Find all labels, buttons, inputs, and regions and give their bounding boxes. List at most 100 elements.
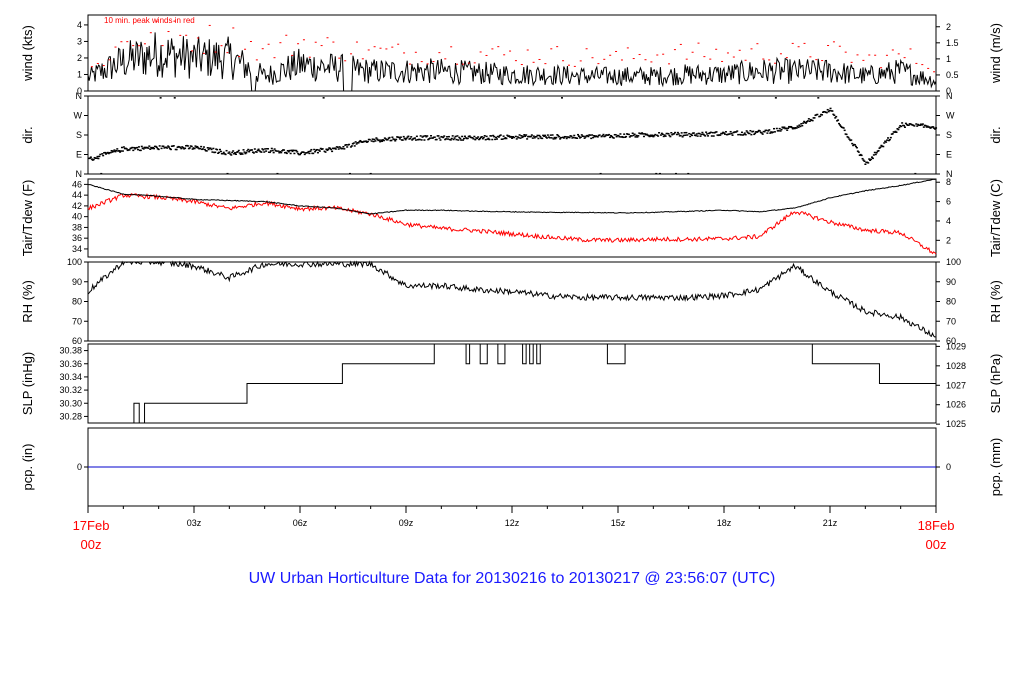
time-tick-label: 18z bbox=[717, 518, 732, 528]
dir-point bbox=[173, 97, 176, 99]
dir-point bbox=[854, 144, 857, 146]
dir-point bbox=[370, 140, 373, 142]
dir-point bbox=[277, 150, 280, 152]
dir-point bbox=[934, 128, 937, 130]
dir-point bbox=[744, 133, 747, 136]
dir-point bbox=[857, 151, 860, 153]
dir-point bbox=[260, 151, 263, 153]
dir-point bbox=[98, 155, 101, 158]
peak-point bbox=[444, 58, 447, 60]
dir-point bbox=[754, 132, 757, 135]
dir-point bbox=[874, 153, 877, 156]
dir-point bbox=[263, 151, 266, 153]
dir-point bbox=[816, 113, 819, 116]
peak-point bbox=[927, 67, 930, 69]
dir-point bbox=[845, 133, 848, 136]
dir-point bbox=[871, 157, 874, 160]
dir-point bbox=[309, 150, 312, 152]
dir-point bbox=[894, 130, 897, 133]
dir-point bbox=[443, 135, 446, 137]
peak-point bbox=[785, 57, 788, 59]
ylabel-left: RH (%) bbox=[20, 280, 35, 323]
dir-point bbox=[466, 137, 469, 140]
dir-point bbox=[391, 136, 394, 138]
dir-point bbox=[154, 145, 157, 148]
dir-point bbox=[709, 131, 712, 134]
dir-point bbox=[518, 134, 521, 136]
peak-point bbox=[556, 46, 559, 48]
peak-point bbox=[344, 60, 347, 62]
dir-point bbox=[801, 124, 804, 127]
dir-point bbox=[494, 138, 497, 141]
dir-point bbox=[904, 122, 907, 125]
dir-point bbox=[884, 140, 887, 142]
dir-point bbox=[421, 136, 424, 138]
ytick-right-label: 1026 bbox=[946, 400, 966, 410]
dir-point bbox=[536, 134, 539, 137]
dir-point bbox=[687, 172, 690, 175]
dir-point bbox=[140, 145, 143, 148]
dir-point bbox=[88, 157, 91, 159]
ytick-right-label: 60 bbox=[946, 336, 956, 346]
dir-point bbox=[897, 128, 900, 131]
dir-point bbox=[425, 136, 428, 138]
dir-point bbox=[106, 151, 109, 154]
dir-point bbox=[633, 133, 636, 136]
dir-point bbox=[288, 149, 291, 152]
dir-point bbox=[649, 134, 652, 136]
dir-point bbox=[495, 136, 498, 139]
dir-point bbox=[543, 135, 546, 137]
dir-point bbox=[118, 150, 121, 152]
dir-point bbox=[484, 138, 487, 141]
dir-point bbox=[702, 133, 705, 136]
dir-point bbox=[119, 151, 122, 153]
dir-point bbox=[232, 150, 235, 152]
dir-point bbox=[300, 152, 302, 155]
dir-point bbox=[239, 153, 242, 156]
dir-point bbox=[149, 148, 152, 150]
dir-point bbox=[92, 158, 95, 161]
peak-point bbox=[214, 51, 217, 53]
dir-point bbox=[916, 125, 919, 127]
dir-point bbox=[602, 133, 605, 136]
dir-point bbox=[617, 134, 620, 137]
ytick-left-label: 30.32 bbox=[59, 385, 82, 395]
peak-point bbox=[921, 64, 924, 66]
dir-point bbox=[837, 119, 840, 121]
peak-point bbox=[509, 50, 512, 52]
peak-point bbox=[108, 59, 111, 61]
peak-point bbox=[685, 58, 688, 60]
dir-point bbox=[317, 149, 320, 151]
panel-pcp: pcp. (in) pcp. (mm) 0 0 bbox=[20, 427, 1003, 507]
dir-point bbox=[875, 151, 878, 154]
dir-point bbox=[834, 117, 837, 119]
dir-point bbox=[622, 136, 625, 139]
dir-point bbox=[703, 134, 706, 136]
panel-frame bbox=[87, 178, 937, 258]
dir-point bbox=[614, 133, 617, 136]
dir-point bbox=[502, 135, 505, 137]
dir-point bbox=[485, 135, 488, 138]
dir-point bbox=[877, 149, 880, 152]
dir-point bbox=[116, 148, 119, 150]
dir-point bbox=[668, 134, 671, 137]
peak-point bbox=[173, 20, 176, 22]
dir-point bbox=[736, 130, 739, 132]
dir-point bbox=[829, 107, 832, 110]
dir-point bbox=[324, 151, 327, 153]
dir-point bbox=[642, 133, 645, 135]
dir-point bbox=[526, 138, 529, 140]
dir-point bbox=[669, 135, 672, 138]
dir-point bbox=[632, 134, 635, 137]
dir-point bbox=[242, 149, 245, 151]
series-peak-wind bbox=[90, 20, 936, 73]
dir-point bbox=[785, 127, 788, 130]
peak-point bbox=[591, 57, 594, 59]
dir-point bbox=[431, 137, 434, 139]
peak-point bbox=[673, 49, 676, 51]
dir-point bbox=[513, 97, 516, 99]
dir-point bbox=[615, 135, 618, 138]
dir-point bbox=[690, 133, 693, 136]
peak-point bbox=[373, 46, 376, 48]
